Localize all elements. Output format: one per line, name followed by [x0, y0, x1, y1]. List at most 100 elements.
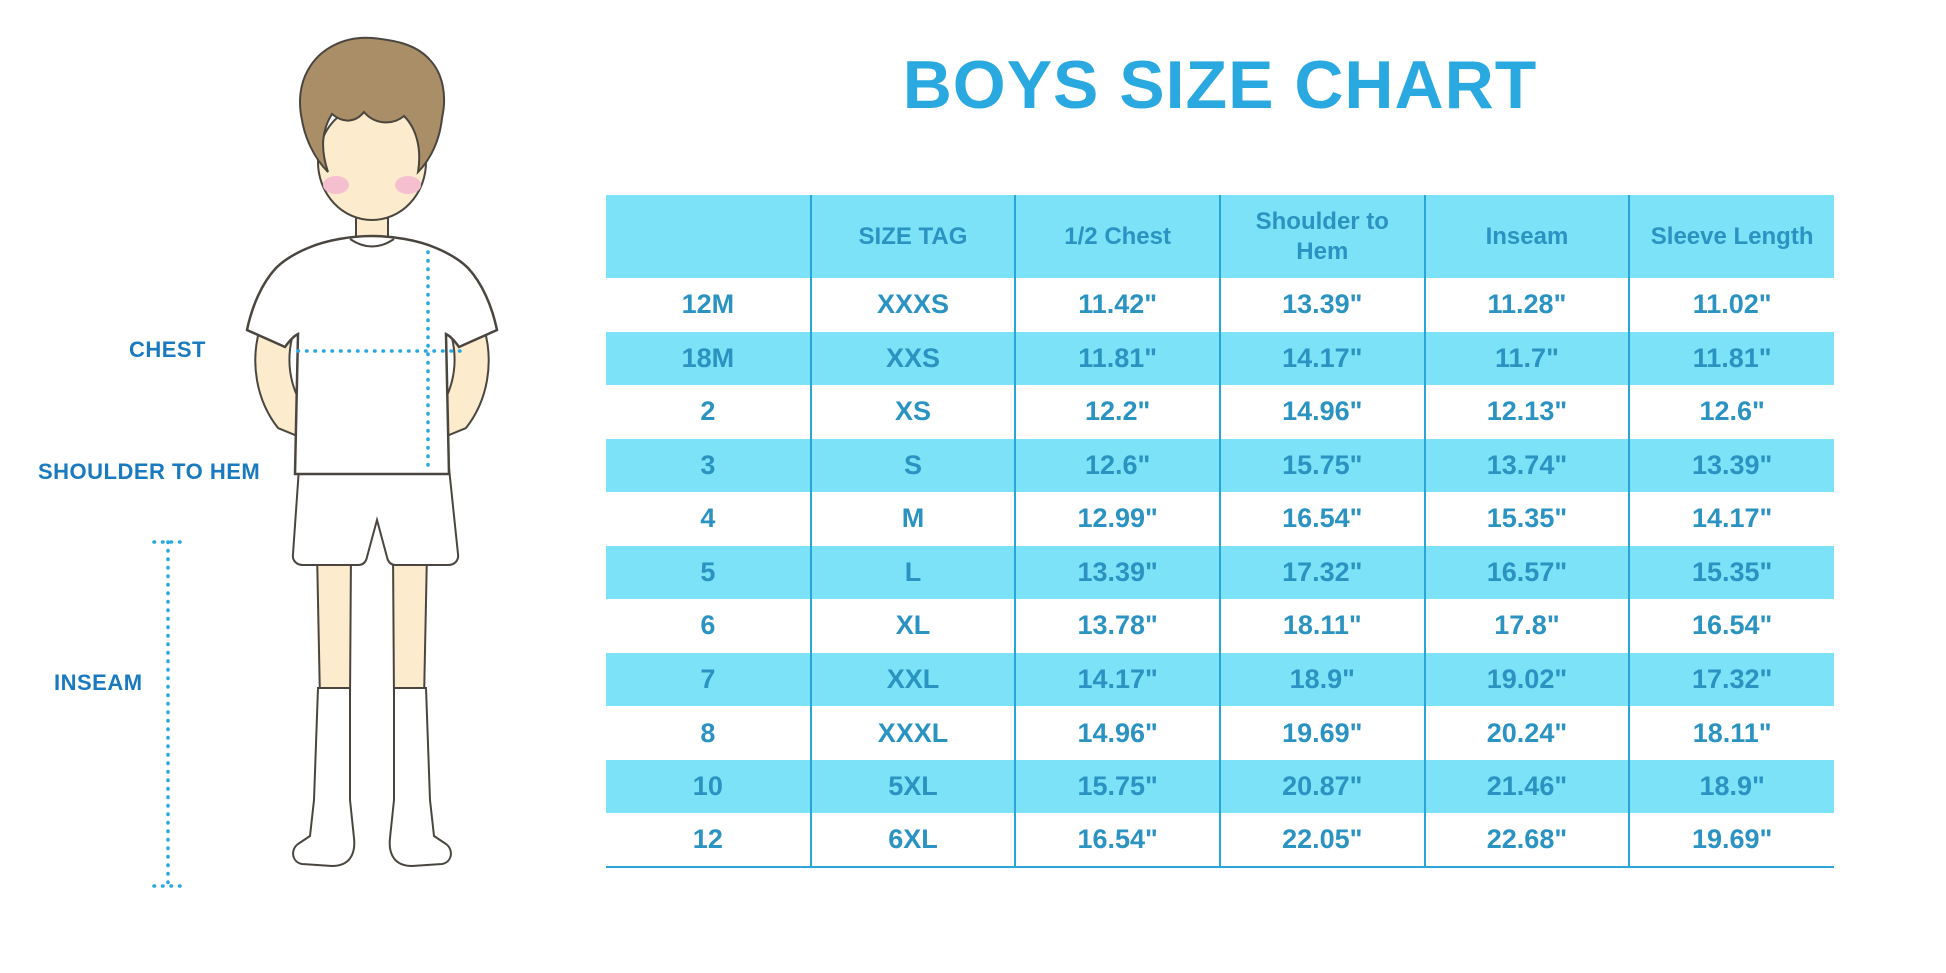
measurement-cell: 11.7" [1423, 331, 1630, 386]
table-row: 2 XS 12.2" 14.96" 12.13" 12.6" [606, 385, 1834, 439]
measurement-lines [152, 250, 464, 888]
boy-socks [292, 687, 452, 868]
row-size-label: 10 [692, 771, 723, 802]
row-size-label: 6 [700, 610, 716, 641]
measurement-cell: 19.69" [1628, 813, 1834, 867]
row-size-label: 3 [700, 449, 716, 480]
boy-cheek-left [323, 176, 349, 194]
measurement-cell: 20.87" [1218, 759, 1425, 814]
measurement-cell: 11.42" [1014, 278, 1220, 332]
measurement-cell: 21.46" [1423, 759, 1630, 814]
measurement-cell: 16.57" [1423, 545, 1630, 600]
measurement-cell: 18.9" [1628, 759, 1834, 814]
row-size-label: 5 [700, 556, 716, 587]
measurement-cell: 12.13" [1423, 385, 1630, 439]
measurement-cell: 15.75" [1014, 759, 1220, 814]
row-size-label: 8 [700, 717, 716, 748]
measurement-cell: 18.9" [1218, 652, 1425, 707]
measurement-cell: 18.11" [1628, 706, 1834, 760]
measurement-cell: 12.99" [1014, 492, 1220, 546]
measurement-cell: 13.39" [1218, 278, 1425, 332]
boy-illustration [152, 36, 499, 888]
table-row: 12M XXXS 11.42" 13.39" 11.28" 11.02" [606, 278, 1834, 332]
measurement-cell: 17.32" [1218, 545, 1425, 600]
measurement-cell: S [809, 438, 1016, 493]
row-size-label: 12M [681, 289, 735, 320]
measurement-cell: 16.54" [1218, 492, 1425, 546]
measurement-cell: 12.2" [1014, 385, 1220, 439]
measurement-cell: 22.68" [1423, 813, 1630, 867]
measurement-cell: L [809, 545, 1016, 600]
boy-shirt [245, 234, 499, 476]
measurement-cell: 11.28" [1423, 278, 1630, 332]
measurement-cell: 18.11" [1218, 599, 1425, 653]
chest-label: CHEST [128, 337, 206, 362]
measurement-cell: XL [809, 599, 1016, 653]
row-size-label: 12 [692, 824, 723, 855]
measurement-cell: 15.35" [1628, 545, 1834, 600]
measurement-cell: 17.8" [1423, 599, 1630, 653]
table-row: 12 6XL 16.54" 22.05" 22.68" 19.69" [606, 813, 1834, 867]
measurement-cell: 14.96" [1218, 385, 1425, 439]
measurement-cell: 22.05" [1218, 813, 1425, 867]
measurement-cell: 11.81" [1628, 331, 1834, 386]
measurement-cell: XXL [809, 652, 1016, 707]
boy-shirt-collar [349, 238, 395, 248]
measurement-cell: 19.69" [1218, 706, 1425, 760]
measurement-cell: 14.17" [1628, 492, 1834, 546]
measurement-cell: 15.75" [1218, 438, 1425, 493]
row-size-label: 18M [681, 342, 735, 373]
measurement-cell: 19.02" [1423, 652, 1630, 707]
column-header: Inseam [1423, 195, 1630, 278]
measurement-cell: 13.78" [1014, 599, 1220, 653]
measurement-cell: 13.74" [1423, 438, 1630, 493]
column-header: Sleeve Length [1628, 195, 1834, 278]
measurement-cell: XS [809, 385, 1016, 439]
column-header: 1/2 Chest [1014, 195, 1220, 278]
table-row: 3 S 12.6" 15.75" 13.74" 13.39" [606, 438, 1834, 493]
table-row: 7 XXL 14.17" 18.9" 19.02" 17.32" [606, 652, 1834, 707]
table-row: 18M XXS 11.81" 14.17" 11.7" 11.81" [606, 331, 1834, 386]
measurement-cell: 5XL [809, 759, 1016, 814]
column-header [606, 195, 811, 278]
inseam-label: INSEAM [54, 670, 143, 695]
measurement-cell: 14.17" [1218, 331, 1425, 386]
measurement-cell: 13.39" [1014, 545, 1220, 600]
column-header: SIZE TAG [809, 195, 1016, 278]
row-size-label: 7 [700, 663, 716, 694]
page-title: BOYS SIZE CHART [902, 47, 1538, 123]
measurement-cell: 14.17" [1014, 652, 1220, 707]
measurement-cell: 17.32" [1628, 652, 1834, 707]
table-header-row: SIZE TAG 1/2 Chest Shoulder to Hem Inseam Sl… [606, 195, 1834, 278]
boys-size-table: SIZE TAG 1/2 Chest Shoulder to Hem Inseam Sl… [606, 195, 1834, 868]
measurement-cell: 11.02" [1628, 278, 1834, 332]
row-size-label: 4 [700, 503, 716, 534]
measurement-cell: 20.24" [1423, 706, 1630, 760]
measurement-cell: 6XL [809, 813, 1016, 867]
boy-hair [299, 36, 446, 175]
measurement-cell: 16.54" [1628, 599, 1834, 653]
measurement-cell: 16.54" [1014, 813, 1220, 867]
table-row: 10 5XL 15.75" 20.87" 21.46" 18.9" [606, 759, 1834, 814]
row-size-label: 2 [700, 396, 716, 427]
measurement-cell: 15.35" [1423, 492, 1630, 546]
measurement-cell: 13.39" [1628, 438, 1834, 493]
measurement-cell: 11.81" [1014, 331, 1220, 386]
measurement-cell: XXXS [809, 278, 1016, 332]
boy-shorts [291, 467, 460, 566]
shoulder-to-hem-label: SHOULDER TO HEM [38, 459, 261, 484]
measurement-cell: M [809, 492, 1016, 546]
measurement-cell: 12.6" [1628, 385, 1834, 439]
table-row: 5 L 13.39" 17.32" 16.57" 15.35" [606, 545, 1834, 600]
measurement-cell: 14.96" [1014, 706, 1220, 760]
table-row: 4 M 12.99" 16.54" 15.35" 14.17" [606, 492, 1834, 546]
measurement-cell: 12.6" [1014, 438, 1220, 493]
boy-cheek-right [395, 176, 421, 194]
table-row: 6 XL 13.78" 18.11" 17.8" 16.54" [606, 599, 1834, 653]
table-row: 8 XXXL 14.96" 19.69" 20.24" 18.11" [606, 706, 1834, 760]
column-header: Shoulder to Hem [1218, 195, 1425, 278]
measurement-cell: XXXL [809, 706, 1016, 760]
measurement-cell: XXS [809, 331, 1016, 386]
boy-legs [315, 551, 429, 701]
